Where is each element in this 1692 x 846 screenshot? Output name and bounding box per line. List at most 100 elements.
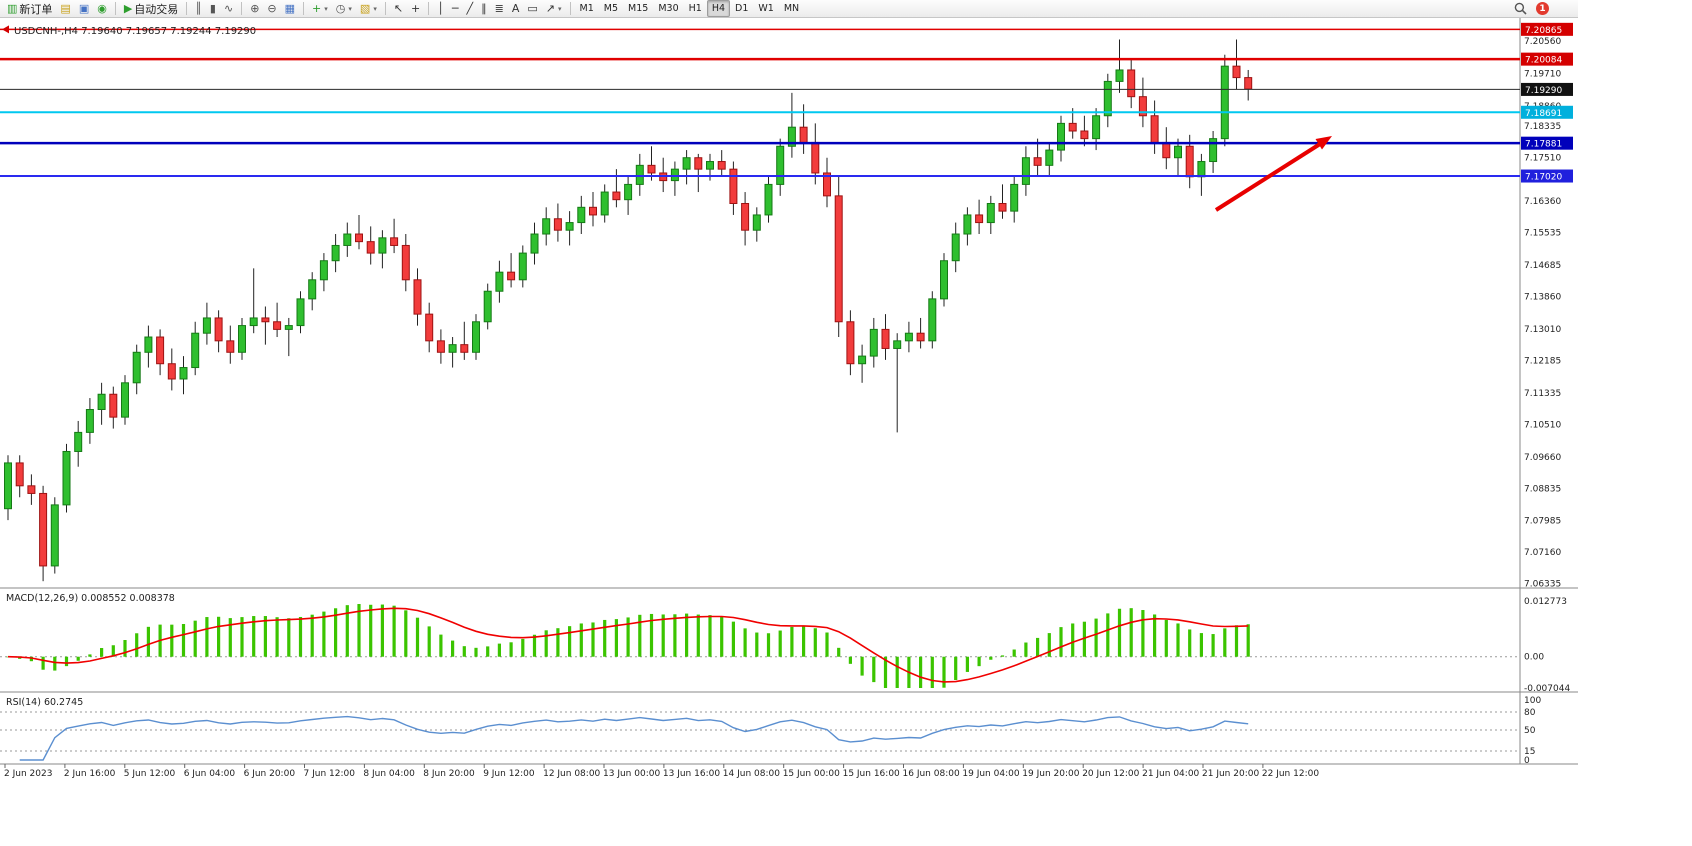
search-icon[interactable] (1510, 0, 1531, 17)
caret-down-icon: ▾ (348, 4, 352, 13)
new-order-button[interactable]: ▥ 新订单 (3, 0, 56, 17)
indicators-icon-glyph: + (312, 2, 322, 15)
svg-text:19 Jun 04:00: 19 Jun 04:00 (962, 769, 1019, 779)
text-icon[interactable]: A (508, 0, 524, 17)
time-axis[interactable]: 2 Jun 2023 2 Jun 16:00 5 Jun 12:00 6 Jun 04… (4, 764, 1319, 779)
dashed-guides (0, 656, 1520, 752)
line-chart-icon-glyph: ∿ (223, 2, 234, 15)
bar-chart-icon[interactable]: ║ (191, 0, 206, 17)
svg-text:7.17881: 7.17881 (1525, 140, 1562, 150)
svg-text:7.17020: 7.17020 (1525, 173, 1562, 183)
svg-text:8 Jun 04:00: 8 Jun 04:00 (363, 769, 415, 779)
price-axis-labels: 7.205607.197107.188607.183357.175107.163… (1521, 22, 1573, 590)
svg-text:7.12185: 7.12185 (1524, 356, 1561, 366)
svg-text:19 Jun 20:00: 19 Jun 20:00 (1022, 769, 1079, 779)
macd-axis-labels: 0.012773 0.00 -0.007044 (1524, 597, 1570, 694)
svg-text:0: 0 (1524, 756, 1530, 766)
timeframe-m15[interactable]: M15 (628, 3, 649, 14)
line-chart-icon[interactable]: ∿ (220, 0, 237, 17)
svg-text:13 Jun 16:00: 13 Jun 16:00 (663, 769, 720, 779)
timeframe-w1[interactable]: W1 (758, 3, 774, 14)
svg-text:15 Jun 16:00: 15 Jun 16:00 (843, 769, 900, 779)
panel-titles: USDCNH-,H4 7.19640 7.19657 7.19244 7.192… (2, 25, 256, 708)
svg-text:100: 100 (1524, 696, 1541, 706)
timeframe-m5[interactable]: M5 (603, 3, 619, 14)
svg-text:21 Jun 04:00: 21 Jun 04:00 (1142, 769, 1199, 779)
svg-text:7.06335: 7.06335 (1524, 580, 1561, 590)
trendline-icon[interactable]: ╱ (463, 0, 478, 17)
bar-chart-icon-glyph: ║ (195, 2, 202, 15)
svg-text:7.20865: 7.20865 (1525, 26, 1562, 36)
svg-text:-0.007044: -0.007044 (1524, 684, 1570, 694)
timeframe-m1[interactable]: M1 (579, 3, 594, 14)
scroll-marker-icon (2, 25, 9, 34)
svg-text:6 Jun 20:00: 6 Jun 20:00 (244, 769, 296, 779)
toolbar-separator (114, 2, 116, 15)
templates-icon[interactable]: ▧ ▾ (356, 0, 381, 17)
macd-histogram-layer (6, 604, 1250, 688)
caret-down-icon: ▾ (324, 4, 328, 13)
market-watch-icon[interactable]: ◉ (93, 0, 111, 17)
periods-icon-glyph: ◷ (335, 2, 346, 15)
chart-window: 7.205607.197107.188607.183357.175107.163… (0, 18, 1578, 846)
tile-windows-icon[interactable]: ▦ (281, 0, 299, 17)
chart-canvas[interactable]: 7.205607.197107.188607.183357.175107.163… (0, 18, 1578, 842)
macd-label: MACD(12,26,9) 0.008552 0.008378 (6, 593, 175, 604)
toolbar-separator (384, 2, 386, 15)
text-label-icon[interactable]: ▭ (523, 0, 541, 17)
horizontal-line-icon[interactable]: ─ (448, 0, 463, 17)
equidistant-channel-icon[interactable]: ∥ (477, 0, 491, 17)
fibonacci-icon[interactable]: ≣ (491, 0, 508, 17)
timeframe-d1[interactable]: D1 (735, 3, 749, 14)
timeframe-mn[interactable]: MN (783, 3, 800, 14)
svg-text:0.012773: 0.012773 (1524, 597, 1567, 607)
zoom-in-icon[interactable]: ⊕ (246, 0, 263, 17)
candlestick-chart-icon[interactable]: ▮ (206, 0, 220, 17)
auto-trading-button[interactable]: ▶ 自动交易 (120, 0, 182, 17)
vertical-line-icon-glyph: │ (437, 2, 444, 15)
trend-arrow-annotation[interactable] (1214, 136, 1332, 212)
notification-badge[interactable]: 1 (1536, 2, 1549, 15)
svg-text:7.09660: 7.09660 (1524, 453, 1561, 463)
toolbar-separator (569, 2, 571, 15)
svg-text:7.07160: 7.07160 (1524, 548, 1561, 558)
arrows-icon[interactable]: ↗ ▾ (542, 0, 566, 17)
zoom-out-icon[interactable]: ⊖ (263, 0, 280, 17)
auto-trading-button-glyph: ▶ (123, 2, 133, 15)
symbol-info-label: USDCNH-,H4 7.19640 7.19657 7.19244 7.192… (14, 26, 256, 37)
caret-down-icon: ▾ (373, 4, 377, 13)
rsi-label: RSI(14) 60.2745 (6, 697, 83, 708)
main-toolbar: ▥ 新订单 ▤ ▣ ◉ ▶ 自动交易 ║ ▮ ∿ ⊕ ⊖ ▦ + ▾ ◷ ▾ ▧ ▾ ↖ + │ ─ ╱ ∥ ≣ A ▭ ↗ ▾ M1 M5 M… (0, 0, 1578, 18)
timeframe-m30[interactable]: M30 (658, 3, 679, 14)
svg-text:5 Jun 12:00: 5 Jun 12:00 (124, 769, 176, 779)
charts-menu-icon[interactable]: ▤ (56, 0, 74, 17)
timeframe-h1[interactable]: H1 (688, 3, 702, 14)
crosshair-icon-glyph: + (411, 2, 421, 15)
equidistant-channel-icon-glyph: ∥ (481, 2, 487, 15)
svg-text:15: 15 (1524, 747, 1535, 757)
svg-text:7.16360: 7.16360 (1524, 197, 1561, 207)
periods-icon[interactable]: ◷ ▾ (332, 0, 356, 17)
timeframe-h4[interactable]: H4 (706, 0, 731, 17)
svg-text:7.14685: 7.14685 (1524, 261, 1561, 271)
svg-text:7.20560: 7.20560 (1524, 37, 1561, 47)
profiles-icon[interactable]: ▣ (75, 0, 93, 17)
vertical-line-icon[interactable]: │ (433, 0, 448, 17)
macd-signal-layer (7, 607, 1249, 683)
svg-text:7.20084: 7.20084 (1525, 56, 1562, 66)
zoom-out-icon-glyph: ⊖ (267, 2, 277, 15)
svg-text:14 Jun 08:00: 14 Jun 08:00 (723, 769, 780, 779)
toolbar-separator (303, 2, 305, 15)
svg-text:7.17510: 7.17510 (1524, 153, 1561, 163)
indicators-icon[interactable]: + ▾ (308, 0, 332, 17)
crosshair-icon[interactable]: + (407, 0, 424, 17)
arrows-icon-glyph: ↗ (545, 2, 556, 15)
market-watch-icon-glyph: ◉ (97, 2, 107, 15)
new-order-button-label: 新订单 (19, 2, 53, 16)
search-icon-glyph (1514, 2, 1527, 15)
svg-text:9 Jun 12:00: 9 Jun 12:00 (483, 769, 535, 779)
toolbar-right: 1 (1510, 0, 1575, 17)
cursor-icon[interactable]: ↖ (390, 0, 407, 17)
toolbar-separator (241, 2, 243, 15)
svg-text:20 Jun 12:00: 20 Jun 12:00 (1082, 769, 1139, 779)
